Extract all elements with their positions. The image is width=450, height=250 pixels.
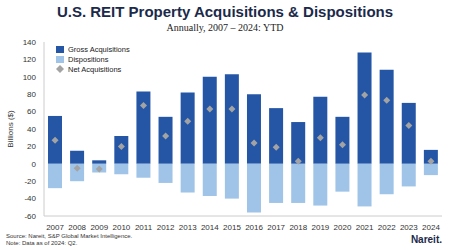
svg-text:2016: 2016	[245, 223, 263, 232]
svg-text:2012: 2012	[157, 223, 175, 232]
svg-text:60: 60	[27, 107, 36, 116]
svg-text:2010: 2010	[112, 223, 130, 232]
html-text:Dispositions: Dispositions	[68, 54, 109, 64]
svg-text:100: 100	[23, 73, 37, 82]
svg-text:20: 20	[27, 142, 36, 151]
html-text:Note: Data as of 2024: Q2.: Note: Data as of 2024: Q2.	[6, 240, 78, 246]
svg-text:40: 40	[27, 125, 36, 134]
svg-text:0: 0	[32, 160, 37, 169]
svg-text:2022: 2022	[378, 223, 396, 232]
html-text:Annually, 2007 – 2024: YTD: Annually, 2007 – 2024: YTD	[166, 22, 284, 33]
svg-text:2024: 2024	[422, 223, 440, 232]
svg-text:2008: 2008	[68, 223, 86, 232]
svg-text:2020: 2020	[334, 223, 352, 232]
svg-text:2018: 2018	[289, 223, 307, 232]
html-text:U.S. REIT Property Acquisition: U.S. REIT Property Acquisitions & Dispos…	[56, 3, 394, 20]
html-text:Source: Nareit, S&P Global Mar: Source: Nareit, S&P Global Market Intell…	[6, 233, 133, 239]
html-text:Nareit.: Nareit.	[410, 234, 442, 245]
svg-text:2014: 2014	[201, 223, 219, 232]
html-text:Gross Acquisitions: Gross Acquisitions	[68, 44, 130, 54]
svg-text:-60: -60	[24, 212, 36, 221]
svg-text:2021: 2021	[356, 223, 374, 232]
svg-text:140: 140	[23, 38, 37, 47]
svg-text:2007: 2007	[46, 223, 64, 232]
svg-text:-20: -20	[24, 177, 36, 186]
svg-text:120: 120	[23, 55, 37, 64]
svg-text:2019: 2019	[311, 223, 329, 232]
svg-text:-40: -40	[24, 194, 36, 203]
svg-text:2015: 2015	[223, 223, 241, 232]
svg-text:2023: 2023	[400, 223, 418, 232]
svg-text:80: 80	[27, 90, 36, 99]
svg-text:2017: 2017	[267, 223, 285, 232]
svg-text:Billions ($): Billions ($)	[8, 110, 15, 148]
html-text:Net Acquisitions: Net Acquisitions	[68, 64, 122, 74]
svg-text:2013: 2013	[179, 223, 197, 232]
svg-text:2011: 2011	[135, 223, 153, 232]
svg-text:2009: 2009	[90, 223, 108, 232]
